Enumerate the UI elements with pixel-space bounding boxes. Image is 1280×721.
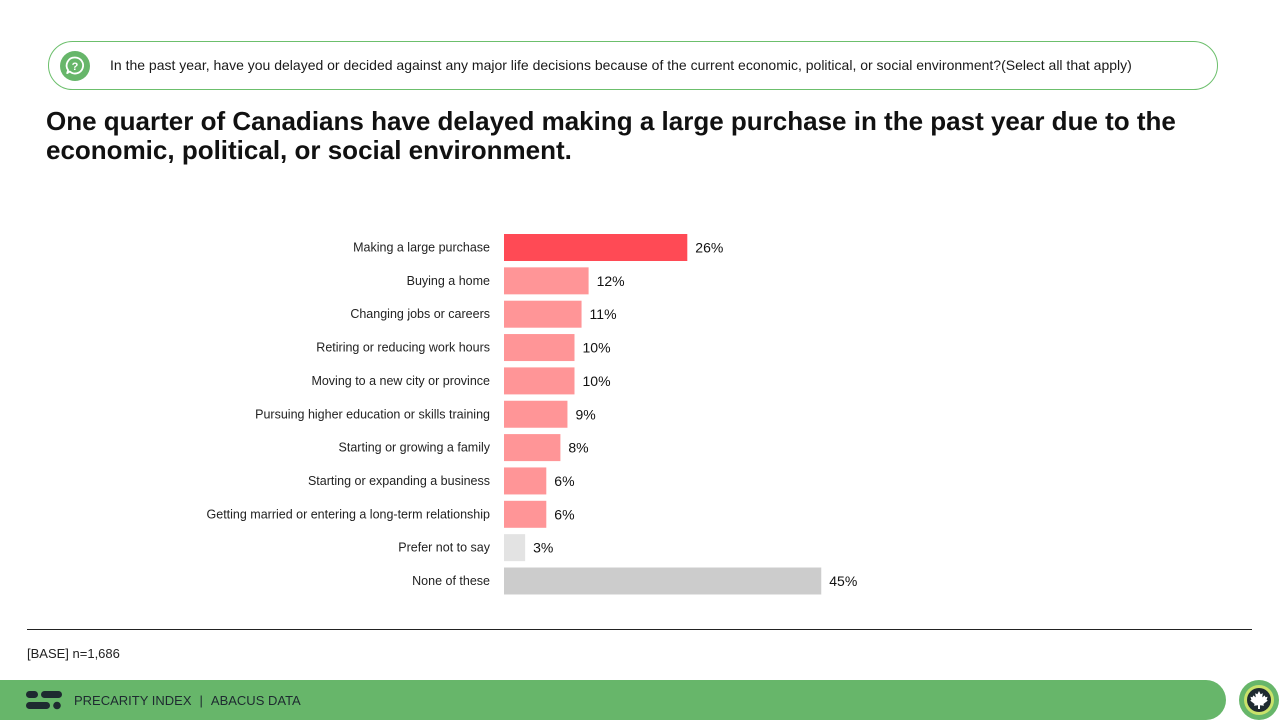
bar	[504, 300, 582, 328]
data-label: 26%	[695, 240, 723, 256]
footer-company: ABACUS DATA	[210, 693, 301, 708]
bar	[504, 400, 568, 428]
bar	[504, 434, 561, 462]
question-box: ? In the past year, have you delayed or …	[48, 41, 1218, 90]
bar	[504, 534, 526, 562]
bar	[504, 234, 688, 261]
question-chat-icon: ?	[60, 51, 90, 81]
data-label: 3%	[533, 540, 553, 556]
data-label: 6%	[554, 473, 574, 489]
footer-text: PRECARITY INDEX | ABACUS DATA	[74, 693, 301, 708]
bar-chart: Making a large purchase 26% Buying a home 1…	[207, 234, 857, 595]
bar	[504, 467, 547, 495]
category-label: Moving to a new city or province	[311, 374, 490, 388]
category-label: Buying a home	[407, 274, 490, 288]
category-label: Prefer not to say	[398, 541, 490, 555]
data-label: 45%	[829, 573, 857, 589]
data-label: 8%	[568, 440, 588, 456]
category-label: Making a large purchase	[353, 241, 490, 255]
svg-text:?: ?	[72, 61, 79, 73]
category-label: Getting married or entering a long-term …	[207, 507, 491, 521]
bar	[504, 500, 547, 528]
divider	[27, 629, 1252, 630]
data-label: 10%	[583, 373, 611, 389]
footer-separator: |	[199, 693, 203, 708]
category-label: Retiring or reducing work hours	[316, 341, 490, 355]
data-label: 6%	[554, 506, 574, 522]
base-note: [BASE] n=1,686	[27, 646, 120, 661]
bar	[504, 267, 589, 295]
footer-brand: PRECARITY INDEX	[74, 693, 192, 708]
abacus-logo-icon	[26, 691, 62, 710]
data-label: 11%	[590, 306, 617, 322]
category-label: Starting or growing a family	[339, 441, 491, 455]
category-label: Starting or expanding a business	[308, 474, 490, 488]
category-label: Pursuing higher education or skills trai…	[255, 407, 490, 421]
category-label: None of these	[412, 574, 490, 588]
bar	[504, 567, 822, 595]
footer-bar: PRECARITY INDEX | ABACUS DATA	[0, 680, 1226, 720]
data-label: 10%	[583, 340, 611, 356]
page-title: One quarter of Canadians have delayed ma…	[46, 106, 1176, 165]
question-text: In the past year, have you delayed or de…	[110, 57, 1132, 73]
data-label: 9%	[575, 406, 595, 422]
maple-leaf-icon	[1239, 680, 1279, 720]
bar	[504, 367, 575, 395]
category-label: Changing jobs or careers	[350, 307, 490, 321]
bar	[504, 334, 575, 362]
data-label: 12%	[597, 273, 625, 289]
